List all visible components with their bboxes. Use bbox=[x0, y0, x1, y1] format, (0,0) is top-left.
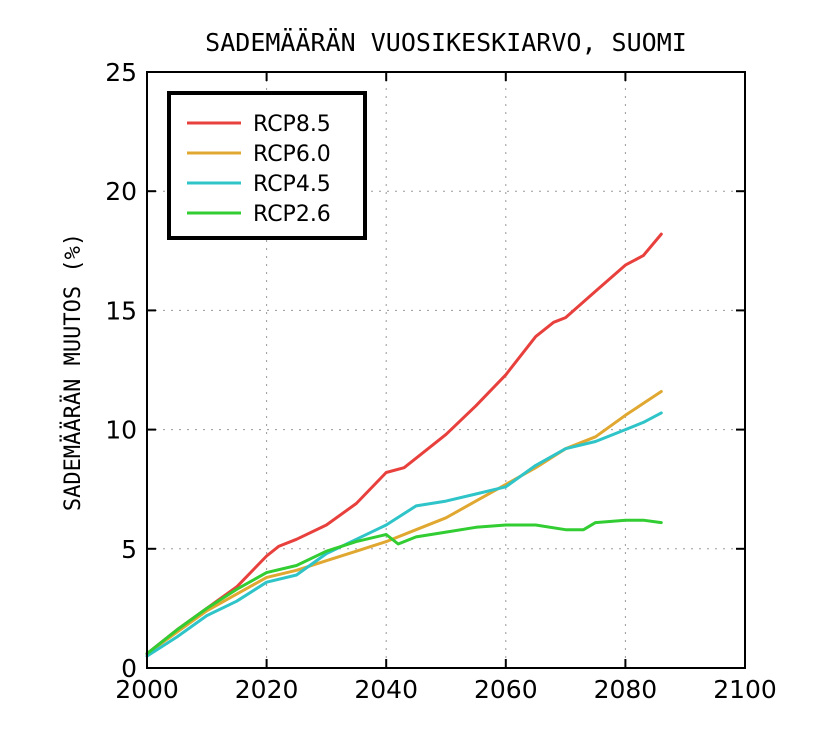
plot-frame bbox=[146, 71, 746, 669]
x-tick-label: 2060 bbox=[474, 675, 538, 704]
y-tick-label: 25 bbox=[105, 58, 137, 87]
y-tick-label: 20 bbox=[105, 177, 137, 206]
x-tick-label: 2040 bbox=[354, 675, 418, 704]
y-tick-label: 5 bbox=[121, 535, 137, 564]
legend-label: RCP4.5 bbox=[253, 172, 331, 197]
y-tick-label: 10 bbox=[105, 416, 137, 445]
legend-label: RCP8.5 bbox=[253, 112, 331, 137]
legend-label: RCP6.0 bbox=[253, 142, 331, 167]
legend: RCP8.5 RCP6.0 RCP4.5 RCP2.6 bbox=[167, 91, 367, 240]
y-axis-label: SADEMÄÄRÄN MUUTOS (%) bbox=[60, 233, 86, 511]
series-lines bbox=[145, 232, 663, 658]
legend-label: RCP2.6 bbox=[253, 202, 331, 227]
y-tick-label: 15 bbox=[105, 296, 137, 325]
chart-title: SADEMÄÄRÄN VUOSIKESKIARVO, SUOMI bbox=[205, 28, 687, 57]
series-line-rcp60 bbox=[145, 390, 663, 656]
x-tick-label: 2000 bbox=[115, 675, 179, 704]
axes: 2000 2020 2040 2060 2080 2100 0 5 10 15 20 25 bbox=[105, 58, 777, 704]
x-tick-label: 2020 bbox=[235, 675, 299, 704]
y-tick-label: 0 bbox=[121, 654, 137, 683]
grid bbox=[147, 72, 745, 668]
x-tick-label: 2100 bbox=[713, 675, 777, 704]
series-line-rcp45 bbox=[145, 411, 663, 658]
series-line-rcp26 bbox=[145, 518, 663, 656]
series-line-rcp85 bbox=[145, 232, 663, 656]
x-tick-label: 2080 bbox=[594, 675, 658, 704]
